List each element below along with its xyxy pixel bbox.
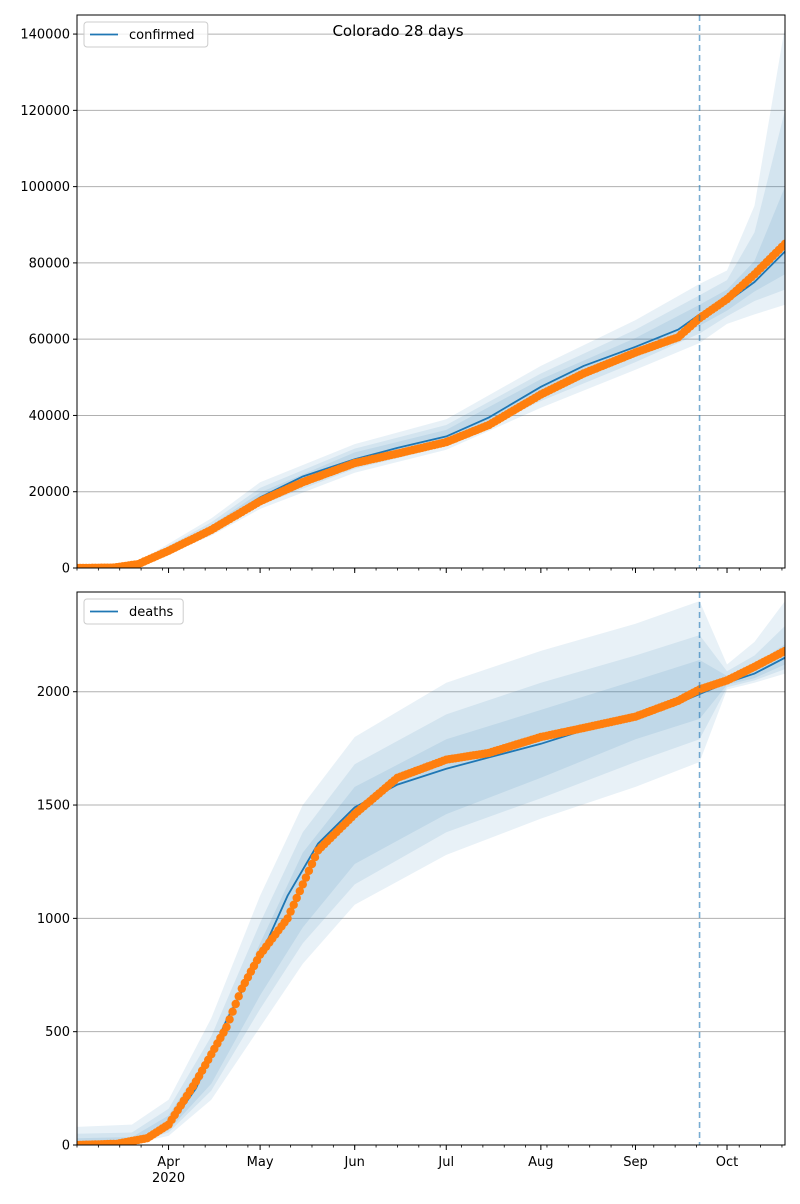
- x-tick-label: Oct: [716, 1155, 738, 1170]
- uncertainty-band: [77, 186, 785, 568]
- legend-label: deaths: [129, 605, 174, 620]
- uncertainty-band: [77, 626, 785, 1145]
- x-tick-label: Aug: [528, 1155, 553, 1170]
- chart-title: Colorado 28 days: [332, 22, 463, 40]
- uncertainty-band: [77, 26, 785, 568]
- x-tick-label: Jul: [437, 1155, 454, 1170]
- x-tick-label: May: [247, 1155, 274, 1170]
- x-tick-sublabel: 2020: [152, 1171, 185, 1186]
- y-tick-label: 60000: [29, 333, 70, 348]
- y-tick-label: 1500: [37, 799, 70, 814]
- x-tick-label: Sep: [623, 1155, 648, 1170]
- observed-point: [304, 866, 314, 875]
- observed-point: [301, 873, 311, 882]
- observed-point: [292, 893, 301, 903]
- observed-point: [225, 1015, 234, 1024]
- y-tick-label: 20000: [29, 485, 70, 500]
- y-tick-label: 80000: [29, 256, 70, 271]
- observed-point: [780, 646, 785, 656]
- uncertainty-band: [77, 601, 785, 1145]
- x-tick-label: Apr: [157, 1155, 180, 1170]
- uncertainty-band: [77, 644, 785, 1145]
- observed-point: [307, 859, 317, 869]
- observed-point: [295, 887, 304, 896]
- observed-points: [77, 239, 785, 568]
- y-tick-label: 120000: [20, 104, 70, 119]
- observed-point: [228, 1007, 237, 1016]
- x-tick-label: Jun: [344, 1155, 365, 1170]
- observed-point: [234, 992, 243, 1001]
- y-tick-label: 140000: [20, 28, 70, 43]
- observed-point: [283, 914, 292, 923]
- axes-frame: [76, 14, 786, 569]
- legend-label: confirmed: [129, 28, 195, 43]
- observed-point: [231, 999, 240, 1009]
- legend: confirmed: [83, 21, 209, 48]
- uncertainty-band: [77, 110, 785, 568]
- y-tick-label: 100000: [20, 180, 70, 195]
- observed-point: [298, 880, 307, 889]
- observed-points: [77, 646, 785, 1145]
- legend: deaths: [83, 598, 184, 625]
- legend-box: [83, 598, 184, 625]
- y-tick-label: 0: [62, 562, 70, 577]
- y-tick-label: 500: [45, 1025, 70, 1040]
- observed-point: [780, 239, 785, 248]
- y-tick-label: 0: [62, 1139, 70, 1154]
- axes-frame: [76, 591, 786, 1146]
- y-tick-label: 40000: [29, 409, 70, 424]
- observed-point: [310, 853, 320, 862]
- y-tick-label: 1000: [37, 912, 70, 927]
- observed-point: [289, 900, 298, 909]
- legend-box: [83, 21, 209, 48]
- observed-point: [222, 1022, 231, 1032]
- confirmed-panel: 0 20000 40000 60000 80000 100000 120000 140000 c…: [20, 14, 786, 577]
- observed-point: [286, 907, 295, 916]
- y-tick-label: 2000: [37, 685, 70, 700]
